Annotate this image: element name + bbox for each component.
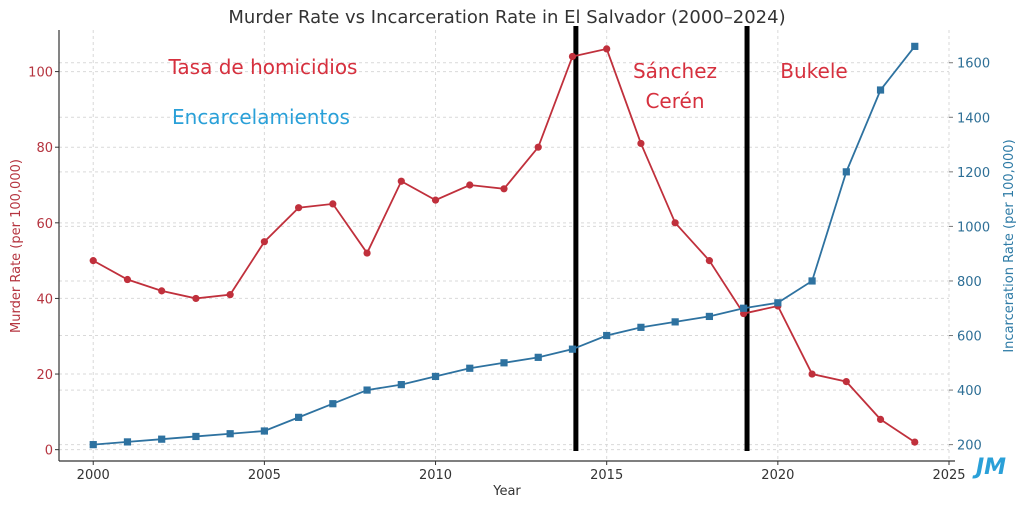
incarceration-rate-point (842, 168, 850, 176)
watermark-jm: JM (972, 455, 1006, 480)
murder-rate-point (808, 370, 816, 378)
incarceration-rate-point (911, 42, 919, 50)
incarceration-rate-point (808, 277, 816, 285)
incarceration-rate-point (603, 331, 611, 340)
murder-rate-point (842, 378, 850, 386)
incarceration-rate-point (123, 438, 132, 446)
murder-rate-point (89, 257, 97, 265)
y-left-tick-label: 20 (36, 368, 53, 383)
incarceration-rate-point (500, 359, 508, 367)
series-layer (89, 42, 919, 449)
y-right-tick-label: 1200 (957, 166, 990, 181)
murder-rate-point (705, 257, 713, 265)
y-left-tick-label: 60 (36, 217, 53, 232)
x-tick-label: 2010 (419, 468, 452, 483)
y-axis-label-left: Murder Rate (per 100,000) (9, 159, 24, 333)
y-left-tick-label: 80 (36, 141, 53, 156)
y-right-tick-label: 800 (957, 275, 982, 290)
murder-rate-point (911, 438, 919, 446)
incarceration-rate-point (158, 435, 166, 443)
incarceration-rate-point (260, 427, 268, 435)
y-right-tick-label: 600 (957, 330, 982, 345)
incarceration-rate-point (397, 381, 405, 389)
murder-rate-point (397, 177, 405, 185)
murder-rate-point (226, 291, 234, 299)
murder-rate-point (568, 52, 577, 61)
incarceration-rate-point (89, 441, 97, 449)
murder-rate-point (637, 139, 645, 148)
x-tick-label: 2005 (248, 468, 281, 483)
incarceration-rate-point (431, 372, 440, 381)
murder-rate-point (534, 143, 542, 151)
incarceration-rate-point (774, 299, 782, 307)
incarceration-rate-point (534, 353, 542, 361)
murder-rate-point (295, 204, 303, 212)
murder-rate-point (431, 196, 440, 204)
x-tick-label: 2020 (761, 468, 794, 483)
axes: 2000 2005 2010 2015 2020 2025 0 20 40 60 80 100 200 4… (28, 30, 990, 483)
murder-rate-point (363, 249, 371, 257)
annotation-encarcelamientos: Encarcelamientos (172, 105, 350, 129)
murder-rate-point (500, 185, 508, 193)
murder-rate-point (466, 181, 474, 189)
annotation-sanchez: Sánchez (633, 59, 717, 83)
x-tick-label: 2025 (932, 468, 965, 483)
murder-rate-point (192, 294, 200, 303)
incarceration-rate-point (363, 386, 371, 394)
incarceration-rate-point (637, 323, 645, 331)
murder-rate-point (671, 219, 679, 227)
chart-title: Murder Rate vs Incarceration Rate in El … (228, 7, 785, 28)
incarceration-rate-point (466, 364, 474, 372)
murder-rate-point (260, 238, 268, 246)
incarceration-rate-point (226, 430, 234, 438)
x-tick-label: 2000 (77, 468, 110, 483)
y-right-tick-label: 1600 (957, 57, 990, 72)
annotation-ceren: Cerén (645, 89, 704, 113)
incarceration-rate-point (876, 86, 885, 94)
incarceration-rate-point (671, 318, 679, 326)
grid (59, 30, 950, 461)
annotation-bukele: Bukele (780, 59, 847, 83)
y-right-tick-label: 400 (957, 384, 982, 399)
incarceration-rate-point (192, 432, 200, 441)
incarceration-rate-point (740, 304, 748, 312)
murder-rate-point (158, 287, 166, 295)
y-right-tick-label: 1400 (957, 111, 990, 126)
murder-rate-point (123, 275, 132, 284)
x-tick-label: 2015 (590, 468, 623, 483)
murder-rate-point (876, 415, 885, 424)
y-left-tick-label: 0 (45, 444, 53, 459)
y-left-tick-label: 100 (28, 66, 53, 81)
annotation-tasa-de-homicidios: Tasa de homicidios (168, 55, 358, 79)
incarceration-rate-point (705, 312, 713, 321)
y-axis-label-right: Incarceration Rate (per 100,000) (1002, 139, 1017, 352)
murder-rate-point (603, 45, 611, 53)
y-right-tick-label: 200 (957, 439, 982, 454)
murder-rate-point (329, 200, 337, 208)
incarceration-rate-point (329, 400, 337, 408)
y-left-tick-label: 40 (36, 292, 53, 307)
vertical-lines (573, 26, 750, 451)
incarceration-rate-point (295, 413, 303, 421)
y-right-tick-label: 1000 (957, 220, 990, 235)
incarceration-rate-point (568, 345, 577, 353)
x-axis-label: Year (492, 484, 521, 499)
